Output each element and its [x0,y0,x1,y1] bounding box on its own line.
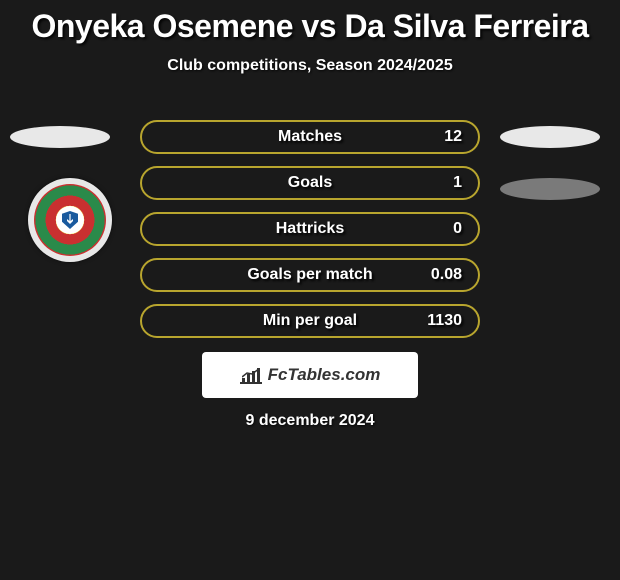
stat-pill: Matches 12 [140,120,480,154]
stat-label: Goals per match [247,266,372,284]
stat-row: Matches 12 [0,120,620,154]
stat-row: Min per goal 1130 [0,304,620,338]
stat-label: Min per goal [263,312,357,330]
stat-value: 1130 [427,312,462,330]
stat-pill: Min per goal 1130 [140,304,480,338]
subtitle: Club competitions, Season 2024/2025 [0,57,620,75]
page-title: Onyeka Osemene vs Da Silva Ferreira [0,0,620,45]
stat-value: 0 [453,220,462,238]
chart-icon [240,366,262,384]
stat-value: 1 [453,174,462,192]
stat-label: Hattricks [276,220,344,238]
site-label: FcTables.com [268,365,381,385]
date-text: 9 december 2024 [0,412,620,430]
stat-pill: Goals 1 [140,166,480,200]
stat-value: 12 [444,128,462,146]
site-attribution: FcTables.com [202,352,418,398]
stat-row: Goals 1 [0,166,620,200]
stats-container: Matches 12 Goals 1 Hattricks 0 Goals per match… [0,120,620,350]
stat-pill: Hattricks 0 [140,212,480,246]
stat-row: Goals per match 0.08 [0,258,620,292]
stat-pill: Goals per match 0.08 [140,258,480,292]
stat-label: Goals [288,174,332,192]
stat-value: 0.08 [431,266,462,284]
stat-row: Hattricks 0 [0,212,620,246]
stat-label: Matches [278,128,342,146]
